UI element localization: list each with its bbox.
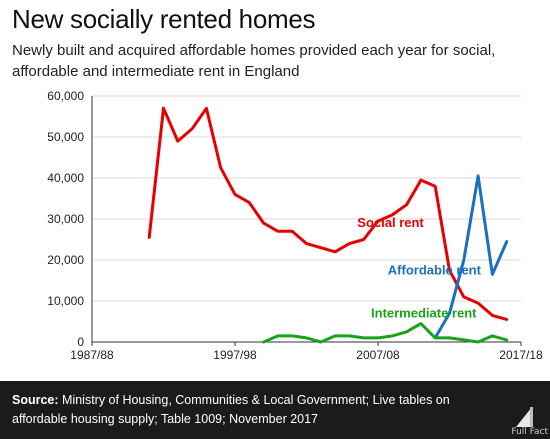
series-label-affordable-rent: Affordable rent	[388, 262, 482, 277]
y-tick-label: 0	[77, 335, 84, 349]
source-text: Ministry of Housing, Communities & Local…	[12, 393, 450, 426]
page-subtitle: Newly built and acquired affordable home…	[12, 42, 496, 80]
series-label-social-rent: Social rent	[357, 215, 424, 230]
y-tick-label: 60,000	[47, 89, 84, 103]
series-line-social-rent	[147, 106, 509, 321]
series-line-intermediate-rent	[262, 322, 509, 344]
logo-text: Full Fact	[511, 427, 548, 437]
y-tick-label: 30,000	[47, 212, 84, 226]
y-tick-label: 40,000	[47, 171, 84, 185]
y-tick-label: 20,000	[47, 253, 84, 267]
series-line-affordable-rent	[433, 174, 509, 340]
series-label-intermediate-rent: Intermediate rent	[371, 305, 477, 320]
x-tick-label: 1987/88	[70, 348, 114, 362]
full-fact-logo-icon	[516, 407, 533, 427]
x-tick-label: 2007/08	[356, 348, 400, 362]
x-tick-label: 1997/98	[213, 348, 257, 362]
source-label: Source:	[12, 393, 59, 407]
x-tick-label: 2017/18	[499, 348, 543, 362]
footer: Source: Ministry of Housing, Communities…	[0, 381, 550, 439]
y-tick-label: 50,000	[47, 130, 84, 144]
page-title: New socially rented homes	[12, 4, 316, 34]
line-chart: 0 10,000 20,000 30,000 40,000 50,000 60,000 198…	[47, 89, 543, 362]
source-note: Source: Ministry of Housing, Communities…	[12, 391, 452, 429]
y-tick-label: 10,000	[47, 294, 84, 308]
